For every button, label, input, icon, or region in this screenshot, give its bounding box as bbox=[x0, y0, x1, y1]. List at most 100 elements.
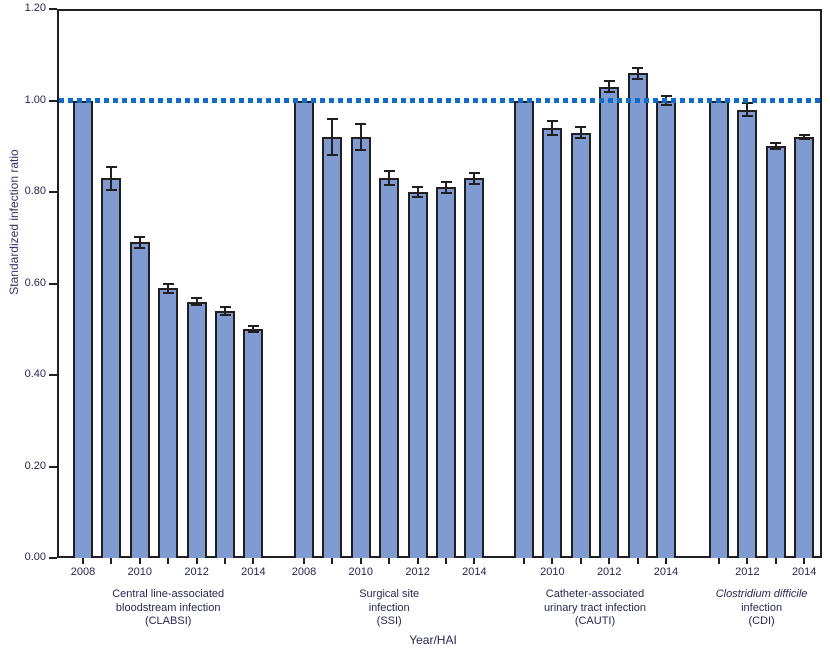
bar-CLABSI-2010 bbox=[129, 242, 150, 558]
x-tick-label-2014: 2014 bbox=[791, 566, 817, 578]
error-bar-SSI-2011 bbox=[388, 171, 391, 186]
bar-CLABSI-2014 bbox=[243, 329, 264, 558]
x-tick-label-2012: 2012 bbox=[596, 566, 622, 578]
error-bar-CLABSI-2012 bbox=[195, 298, 198, 306]
bar-SSI-2010 bbox=[350, 137, 371, 558]
error-bar-cap-bottom-CLABSI-2013 bbox=[219, 313, 231, 316]
bar-CLABSI-2012 bbox=[186, 301, 207, 558]
x-tick-label-2014: 2014 bbox=[241, 566, 266, 578]
error-bar-cap-bottom-CLABSI-2012 bbox=[191, 304, 203, 307]
y-tick-label: 0.20 bbox=[24, 459, 46, 472]
error-bar-CAUTI-2011 bbox=[579, 126, 582, 139]
group-label-line: infection bbox=[741, 601, 783, 614]
bar-SSI-2014 bbox=[464, 178, 485, 558]
group-label-line: urinary tract infection bbox=[543, 601, 647, 614]
y-tick-label: 0.80 bbox=[24, 185, 46, 197]
error-bar-SSI-2012 bbox=[416, 186, 419, 198]
bar-CLABSI-2013 bbox=[215, 310, 235, 558]
error-bar-cap-top-CAUTI-2013 bbox=[632, 66, 644, 69]
error-bar-cap-top-CDI-2014 bbox=[798, 133, 810, 136]
error-bar-SSI-2009 bbox=[331, 118, 334, 156]
error-bar-cap-top-CDI-2012 bbox=[741, 102, 753, 105]
x-tick bbox=[138, 558, 141, 564]
error-bar-cap-top-SSI-2011 bbox=[383, 170, 395, 173]
error-bar-cap-bottom-SSI-2012 bbox=[412, 196, 424, 199]
bar-SSI-2012 bbox=[407, 192, 428, 558]
group-label-CLABSI: Central line-associated bloodstream infec… bbox=[73, 588, 263, 629]
x-tick bbox=[579, 558, 582, 564]
error-bar-CAUTI-2010 bbox=[551, 121, 554, 135]
group-label-line: (SSI) bbox=[376, 615, 402, 627]
error-bar-cap-top-CLABSI-2009 bbox=[105, 165, 117, 168]
x-tick bbox=[359, 558, 362, 564]
bar-CAUTI-2009 bbox=[514, 100, 534, 558]
x-axis-title: Year/HAI bbox=[409, 633, 457, 647]
error-bar-cap-bottom-CAUTI-2010 bbox=[546, 133, 558, 136]
x-tick-label-2014: 2014 bbox=[653, 566, 679, 578]
error-bar-cap-bottom-CAUTI-2013 bbox=[632, 77, 644, 80]
y-tick bbox=[49, 465, 57, 468]
x-tick-label-2010: 2010 bbox=[540, 566, 565, 578]
bar-CDI-2011 bbox=[709, 100, 729, 558]
error-bar-CAUTI-2013 bbox=[636, 67, 639, 79]
bar-CLABSI-2011 bbox=[158, 288, 179, 558]
group-label-line: (CAUTI) bbox=[574, 615, 616, 627]
error-bar-cap-bottom-CAUTI-2011 bbox=[575, 137, 587, 140]
bar-CLABSI-2009 bbox=[101, 178, 122, 558]
y-tick-label: 1.20 bbox=[24, 2, 46, 14]
x-tick bbox=[416, 558, 419, 564]
error-bar-cap-bottom-SSI-2010 bbox=[355, 148, 367, 151]
x-tick bbox=[746, 558, 749, 564]
group-label-line: Central line-associated bbox=[112, 588, 225, 600]
group-label-CAUTI: Catheter-associated urinary tract infecti… bbox=[500, 588, 690, 629]
x-tick-label-2012: 2012 bbox=[184, 566, 209, 578]
x-tick-label-2010: 2010 bbox=[348, 566, 374, 578]
group-label-CDI: Clostridium difficile infection (CDI) bbox=[667, 588, 830, 629]
group-label-line: Clostridium difficile bbox=[715, 588, 808, 600]
group-label-line: infection bbox=[368, 601, 410, 614]
bar-SSI-2008 bbox=[294, 100, 314, 558]
y-tick bbox=[49, 99, 57, 102]
x-tick bbox=[803, 558, 806, 564]
x-tick bbox=[523, 558, 525, 564]
x-tick bbox=[473, 558, 476, 564]
bar-CAUTI-2011 bbox=[570, 132, 591, 558]
error-bar-cap-top-CAUTI-2011 bbox=[575, 125, 587, 128]
bar-CAUTI-2012 bbox=[599, 86, 620, 558]
x-tick-label-2008: 2008 bbox=[70, 566, 96, 578]
error-bar-cap-top-SSI-2009 bbox=[326, 117, 338, 120]
x-tick-label-2014: 2014 bbox=[462, 566, 487, 578]
error-bar-CDI-2012 bbox=[746, 103, 749, 117]
error-bar-CLABSI-2009 bbox=[110, 166, 113, 190]
x-tick bbox=[110, 558, 113, 564]
error-bar-cap-bottom-CLABSI-2010 bbox=[134, 246, 146, 249]
group-label-line: (CDI) bbox=[748, 615, 775, 627]
x-tick bbox=[608, 558, 611, 564]
error-bar-cap-bottom-CLABSI-2011 bbox=[162, 291, 174, 294]
error-bar-cap-bottom-CAUTI-2012 bbox=[603, 91, 615, 94]
x-tick bbox=[665, 558, 667, 564]
error-bar-CLABSI-2013 bbox=[224, 307, 226, 315]
bar-CAUTI-2010 bbox=[542, 127, 563, 558]
error-bar-cap-top-CLABSI-2013 bbox=[219, 306, 231, 309]
x-tick bbox=[551, 558, 554, 564]
x-tick bbox=[774, 558, 777, 564]
error-bar-cap-top-CAUTI-2012 bbox=[603, 80, 615, 83]
x-tick bbox=[445, 558, 447, 564]
bar-CDI-2014 bbox=[794, 137, 815, 558]
error-bar-CLABSI-2014 bbox=[252, 326, 255, 333]
error-bar-cap-bottom-SSI-2014 bbox=[468, 182, 480, 185]
bar-SSI-2011 bbox=[379, 178, 400, 558]
error-bar-cap-bottom-SSI-2011 bbox=[383, 184, 395, 187]
y-tick-label: 1.00 bbox=[24, 93, 46, 106]
x-tick-label-2010: 2010 bbox=[127, 566, 153, 578]
error-bar-cap-bottom-SSI-2013 bbox=[440, 191, 452, 194]
bar-CDI-2013 bbox=[765, 146, 786, 558]
y-tick bbox=[49, 8, 57, 10]
x-tick bbox=[82, 558, 84, 564]
x-tick bbox=[167, 558, 170, 564]
x-tick bbox=[388, 558, 391, 564]
error-bar-CDI-2013 bbox=[774, 143, 777, 150]
group-label-line: Surgical site bbox=[359, 588, 420, 600]
x-tick bbox=[636, 558, 639, 564]
